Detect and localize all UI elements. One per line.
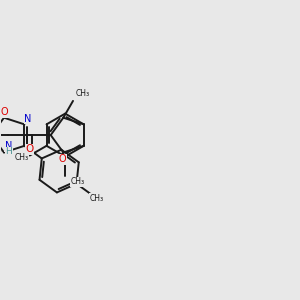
Text: O: O [1,107,8,117]
Text: O: O [26,144,34,154]
Text: O: O [59,154,67,164]
Text: N: N [5,141,12,151]
Text: N: N [24,114,32,124]
Text: H: H [5,147,12,156]
Text: CH₃: CH₃ [89,194,103,203]
Text: CH₃: CH₃ [70,177,84,186]
Text: CH₃: CH₃ [14,152,28,161]
Text: CH₃: CH₃ [76,89,90,98]
